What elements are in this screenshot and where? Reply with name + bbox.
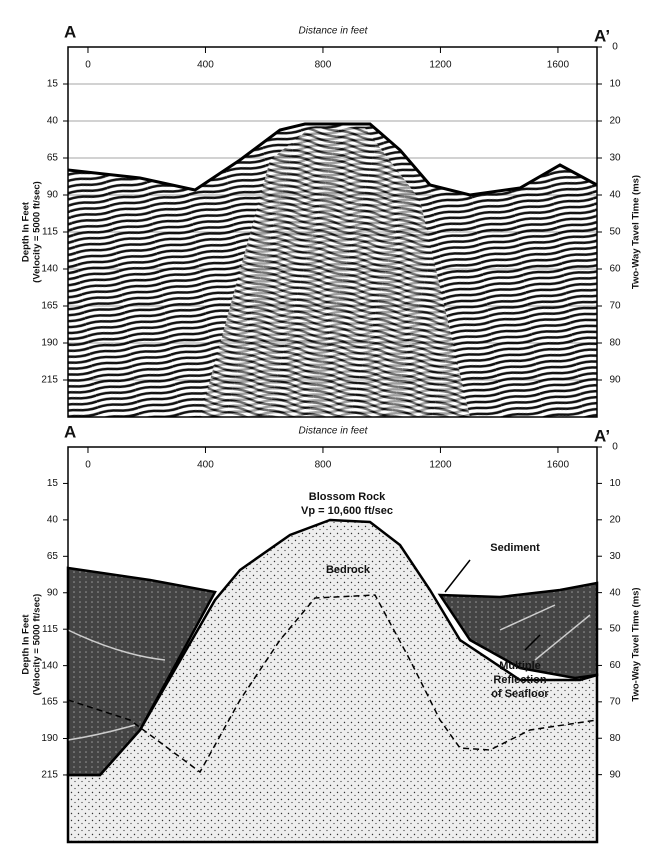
y-tick-label: 140 — [41, 264, 58, 275]
y2-tick-label: 10 — [609, 478, 621, 489]
x-tick-label: 1600 — [547, 60, 570, 71]
annotation: Reflection — [493, 674, 546, 686]
y-tick-label: 190 — [41, 338, 58, 349]
y-tick-label: 115 — [42, 227, 58, 238]
y-tick-label: 15 — [47, 478, 59, 489]
y2-tick-label: 0 — [612, 42, 618, 53]
y2-tick-label: 70 — [609, 301, 621, 312]
x-tick-label: 0 — [85, 460, 91, 471]
y2-tick-label: 90 — [609, 769, 621, 780]
annotation: Blossom Rock — [309, 491, 386, 503]
annotation: Multiple — [499, 660, 541, 672]
y-tick-label: 15 — [47, 79, 59, 90]
y-tick-label: 90 — [47, 587, 59, 598]
x-tick-label: 800 — [315, 60, 332, 71]
y2-tick-label: 30 — [609, 551, 621, 562]
y2-tick-label: 50 — [609, 227, 621, 238]
y-tick-label: 65 — [47, 153, 59, 164]
y2-tick-label: 90 — [609, 375, 621, 386]
y2-tick-label: 40 — [609, 190, 621, 201]
y2-tick-label: 80 — [609, 733, 621, 744]
y-tick-label: 165 — [41, 301, 58, 312]
y2-tick-label: 40 — [609, 587, 621, 598]
interpretation — [66, 447, 599, 844]
annotation: Vp = 10,600 ft/sec — [301, 505, 393, 517]
y-tick-label: 140 — [41, 660, 58, 671]
y2-tick-label: 50 — [609, 624, 621, 635]
annotation: of Seafloor — [491, 688, 549, 700]
x-tick-label: 400 — [197, 460, 214, 471]
x-axis-label: Distance in feet — [299, 426, 369, 437]
y2-tick-label: 70 — [609, 696, 621, 707]
x-tick-label: 1200 — [429, 460, 452, 471]
corner-label: A — [64, 422, 76, 441]
y-tick-label: 40 — [47, 116, 59, 127]
y-tick-label: 90 — [47, 190, 59, 201]
x-tick-label: 0 — [85, 60, 91, 71]
x-tick-label: 1200 — [429, 60, 452, 71]
y2-axis-label: Two-Way Tavel Time (ms) — [631, 175, 642, 289]
y2-tick-label: 20 — [609, 514, 621, 525]
y-axis-label: (Velocity = 5000 ft/sec) — [32, 181, 43, 283]
y-tick-label: 165 — [41, 697, 58, 708]
y2-tick-label: 80 — [609, 338, 621, 349]
x-tick-label: 400 — [197, 60, 214, 71]
x-axis-label: Distance in feet — [299, 26, 369, 37]
corner-label: A’ — [594, 426, 610, 445]
annotation: Sediment — [490, 542, 540, 554]
y2-tick-label: 10 — [609, 79, 621, 90]
y-tick-label: 215 — [41, 375, 58, 386]
y-tick-label: 190 — [41, 733, 58, 744]
y-axis-label: Depth In Feet — [21, 614, 32, 675]
y2-tick-label: 60 — [609, 660, 621, 671]
y2-tick-label: 30 — [609, 153, 621, 164]
seismic-image — [68, 122, 597, 417]
y-tick-label: 40 — [47, 515, 59, 526]
annotation: Bedrock — [326, 564, 371, 576]
y-tick-label: 65 — [47, 551, 59, 562]
y-tick-label: 215 — [41, 770, 58, 781]
corner-label: A — [64, 22, 76, 41]
y-tick-label: 115 — [42, 624, 58, 635]
y2-tick-label: 0 — [612, 442, 618, 453]
x-tick-label: 800 — [315, 460, 332, 471]
y-axis-label: Depth In Feet — [21, 201, 32, 262]
y-axis-label: (Velocity = 5000 ft/sec) — [32, 594, 43, 696]
y2-axis-label: Two-Way Tavel Time (ms) — [631, 587, 642, 701]
y2-tick-label: 60 — [609, 264, 621, 275]
frame — [67, 446, 598, 843]
x-tick-label: 1600 — [547, 460, 570, 471]
y2-tick-label: 20 — [609, 116, 621, 127]
corner-label: A’ — [594, 26, 610, 45]
